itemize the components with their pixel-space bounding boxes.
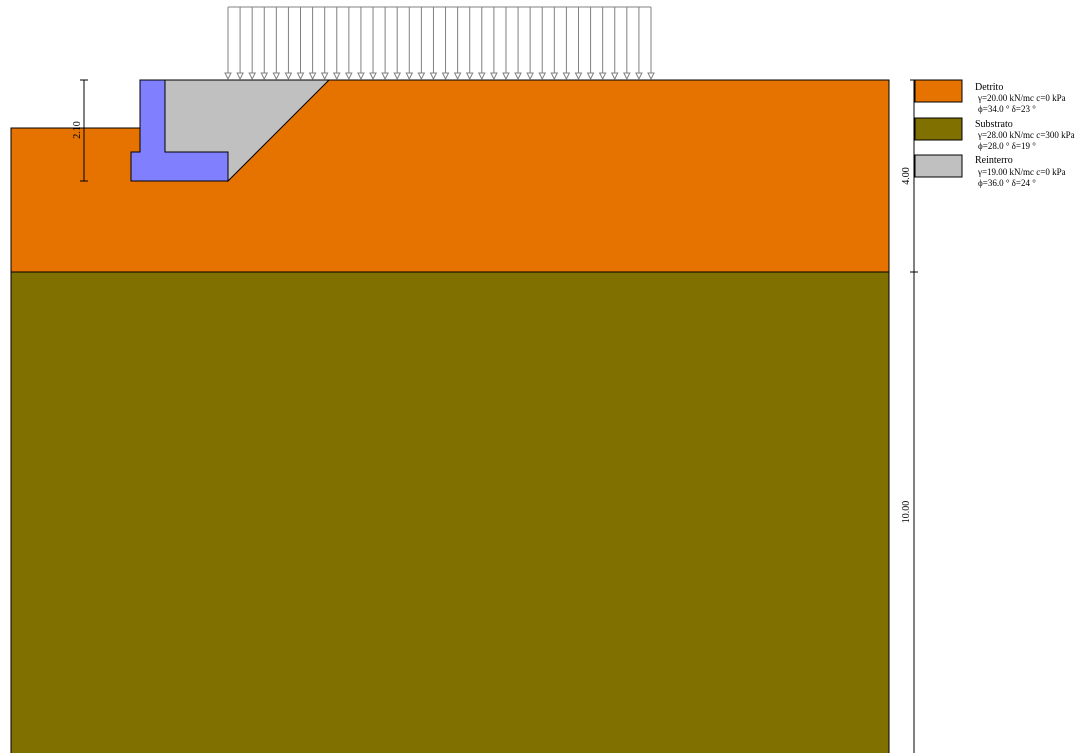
- load-arrow: [490, 7, 498, 81]
- load-arrow: [308, 7, 317, 81]
- load-arrow: [296, 7, 305, 81]
- substrato-layer: [10, 271, 890, 753]
- legend-props2-substrato: ϕ=28.0 ° δ=19 °: [978, 141, 1036, 151]
- legend-props2-reinterro: ϕ=36.0 ° δ=24 °: [978, 178, 1036, 188]
- legend-swatch-substrato: [914, 117, 963, 141]
- load-arrow: [369, 7, 377, 81]
- legend-props1-substrato: γ=28.00 kN/mc c=300 kPa: [977, 130, 1075, 140]
- load-arrow: [381, 7, 389, 81]
- retaining-wall: [130, 79, 229, 182]
- legend-name-reinterro: Reinterro: [975, 155, 1013, 166]
- load-arrow: [393, 7, 402, 81]
- load-arrow: [465, 7, 474, 81]
- detrito-thickness-label: 4.00: [901, 167, 912, 185]
- load-arrow: [477, 7, 486, 81]
- legend-name-substrato: Substrato: [975, 119, 1013, 130]
- legend-props1-reinterro: γ=19.00 kN/mc c=0 kPa: [977, 167, 1066, 177]
- load-arrow: [623, 7, 631, 81]
- load-arrow: [550, 7, 559, 81]
- load-arrow: [598, 7, 607, 81]
- load-arrow: [441, 7, 450, 81]
- load-arrow: [236, 7, 244, 81]
- load-arrow: [272, 7, 281, 81]
- legend-props1-detrito: γ=20.00 kN/mc c=0 kPa: [977, 93, 1066, 103]
- load-arrow: [514, 7, 522, 81]
- wall-height-dimension: 2.10: [72, 79, 88, 182]
- layer-thickness-dimension: 4.00 10.00: [901, 79, 918, 753]
- load-arrow: [320, 7, 329, 81]
- load-arrow: [332, 7, 341, 81]
- wall-height-label: 2.10: [72, 121, 83, 139]
- load-arrow: [429, 7, 438, 81]
- legend-item-substrato: Substrato γ=28.00 kN/mc c=300 kPa ϕ=28.0…: [914, 117, 1075, 151]
- legend-item-detrito: Detrito γ=20.00 kN/mc c=0 kPa ϕ=34.0 ° δ…: [914, 79, 1066, 114]
- legend-item-reinterro: Reinterro γ=19.00 kN/mc c=0 kPa ϕ=36.0 °…: [914, 154, 1066, 188]
- load-arrow: [284, 7, 293, 81]
- load-arrow: [635, 7, 643, 81]
- load-arrow: [357, 7, 365, 81]
- legend-props2-detrito: ϕ=34.0 ° δ=23 °: [978, 104, 1036, 114]
- load-arrow: [405, 7, 414, 81]
- load-arrow: [248, 7, 256, 81]
- load-arrow: [453, 7, 462, 81]
- legend-swatch-reinterro: [914, 154, 963, 178]
- substrato-thickness-label: 10.00: [901, 501, 912, 524]
- surface-load-arrows: [224, 6, 655, 81]
- load-arrow: [610, 7, 619, 81]
- load-arrow: [345, 7, 353, 81]
- load-arrow: [538, 7, 547, 81]
- load-arrow: [260, 7, 269, 81]
- load-arrow: [526, 7, 534, 81]
- load-arrow: [224, 7, 232, 81]
- legend-swatch-detrito: [914, 79, 963, 103]
- load-arrow: [562, 7, 571, 81]
- legend: Detrito γ=20.00 kN/mc c=0 kPa ϕ=34.0 ° δ…: [914, 79, 1075, 188]
- load-arrow: [574, 7, 583, 81]
- legend-name-detrito: Detrito: [975, 82, 1003, 93]
- load-arrow: [647, 7, 655, 81]
- load-arrow: [502, 7, 510, 81]
- load-arrow: [417, 7, 426, 81]
- load-arrow: [586, 7, 595, 81]
